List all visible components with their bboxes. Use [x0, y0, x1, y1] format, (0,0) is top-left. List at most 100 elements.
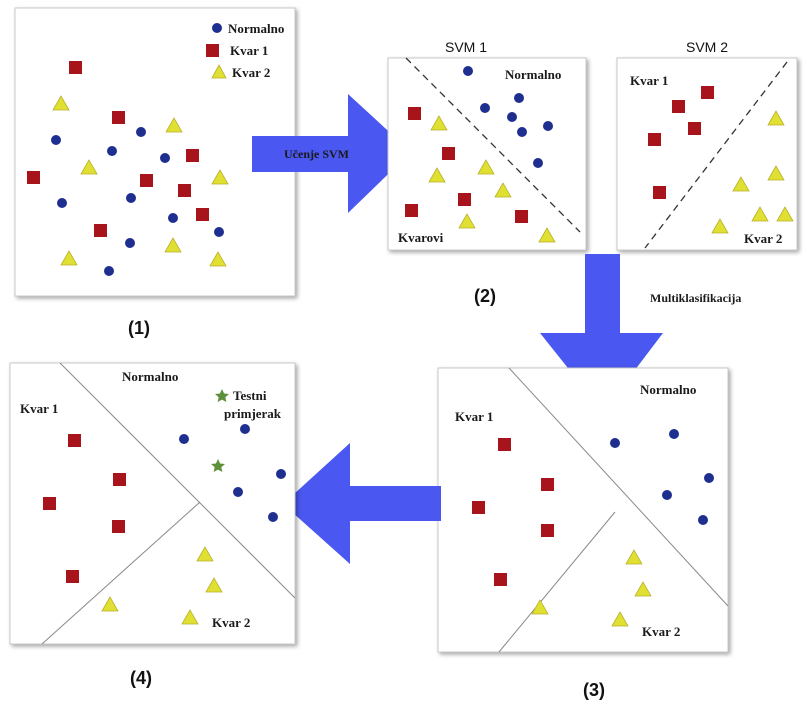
panel-1-frame [14, 7, 296, 297]
square-icon [515, 210, 528, 223]
triangle-icon [60, 250, 78, 266]
square-icon [458, 193, 471, 206]
panel3-normalno: Normalno [640, 382, 696, 397]
step-label-3: (3) [583, 680, 605, 700]
square-icon [672, 100, 685, 113]
circle-icon [704, 473, 714, 483]
circle-icon [268, 512, 278, 522]
panel4-kvar2: Kvar 2 [212, 615, 250, 630]
triangle-icon [430, 115, 448, 131]
step-label-2: (2) [474, 286, 496, 306]
triangle-icon [751, 206, 769, 222]
svm1-normalno: Normalno [505, 67, 561, 82]
square-icon [178, 184, 191, 197]
panel-4-frame [9, 362, 296, 645]
boundary-line [508, 367, 729, 607]
panel-3-frame [437, 367, 729, 653]
circle-icon [514, 93, 524, 103]
square-icon [112, 520, 125, 533]
legend-kvar1: Kvar 1 [230, 43, 268, 58]
circle-icon [126, 193, 136, 203]
circle-icon [125, 238, 135, 248]
triangle-icon [611, 611, 629, 627]
circle-icon [160, 153, 170, 163]
circle-icon [507, 112, 517, 122]
triangle-icon [625, 549, 643, 565]
svm1-title: SVM 1 [445, 39, 487, 55]
triangle-icon [428, 167, 446, 183]
panel-1: Normalno Kvar 1 Kvar 2 [14, 7, 296, 297]
square-icon [405, 204, 418, 217]
svm1-kvarovi: Kvarovi [398, 230, 444, 245]
triangle-icon [101, 596, 119, 612]
boundary-line [41, 501, 201, 645]
square-icon [112, 111, 125, 124]
circle-icon [662, 490, 672, 500]
panel-4: Normalno Kvar 1 Kvar 2 Testni primjerak [9, 362, 296, 645]
circle-icon [214, 227, 224, 237]
svm2-title: SVM 2 [686, 39, 728, 55]
square-icon [408, 107, 421, 120]
panel4-primjerak: primjerak [224, 406, 282, 421]
circle-icon [463, 66, 473, 76]
arrow-1-2: Učenje SVM [252, 94, 411, 213]
square-icon [186, 149, 199, 162]
circle-icon [51, 135, 61, 145]
triangle-icon [538, 227, 556, 243]
circle-icon [240, 424, 250, 434]
circle-icon [610, 438, 620, 448]
triangle-icon [164, 237, 182, 253]
triangle-icon [711, 218, 729, 234]
square-icon [69, 61, 82, 74]
legend-square-icon [206, 44, 219, 57]
svm2-hyperplane [644, 61, 788, 249]
square-icon [648, 133, 661, 146]
circle-icon [233, 487, 243, 497]
triangle-icon [776, 206, 794, 222]
arrow-3-4 [283, 443, 441, 564]
triangle-icon [458, 213, 476, 229]
boundary-line [498, 511, 616, 653]
arrow-icon [252, 94, 411, 213]
svm2-kvar1: Kvar 1 [630, 73, 668, 88]
star-icon [215, 389, 229, 402]
arrow-label-ucenje: Učenje SVM [284, 147, 349, 161]
star-icon [211, 459, 225, 472]
circle-icon [107, 146, 117, 156]
circle-icon [168, 213, 178, 223]
square-icon [113, 473, 126, 486]
circle-icon [533, 158, 543, 168]
circle-icon [517, 127, 527, 137]
panel4-testni: Testni [233, 388, 267, 403]
triangle-icon [732, 176, 750, 192]
triangle-icon [209, 251, 227, 267]
legend-triangle-icon [211, 64, 227, 79]
triangle-icon [80, 159, 98, 175]
triangle-icon [767, 165, 785, 181]
square-icon [94, 224, 107, 237]
square-icon [498, 438, 511, 451]
boundary-line [59, 362, 296, 599]
arrow-icon [283, 443, 441, 564]
step-label-4: (4) [130, 668, 152, 688]
triangle-icon [181, 609, 199, 625]
circle-icon [669, 429, 679, 439]
svm2-kvar2: Kvar 2 [744, 231, 782, 246]
panel4-normalno: Normalno [122, 369, 178, 384]
square-icon [541, 478, 554, 491]
triangle-icon [196, 546, 214, 562]
square-icon [27, 171, 40, 184]
square-icon [43, 497, 56, 510]
circle-icon [179, 434, 189, 444]
panel-2-svm1: Normalno Kvarovi [387, 57, 587, 251]
svm1-hyperplane [405, 57, 581, 233]
arrow-label-multi: Multiklasifikacija [650, 291, 741, 305]
legend-kvar2: Kvar 2 [232, 65, 270, 80]
square-icon [68, 434, 81, 447]
square-icon [701, 86, 714, 99]
triangle-icon [531, 599, 549, 615]
panel-3: Normalno Kvar 1 Kvar 2 [437, 367, 729, 653]
triangle-icon [477, 159, 495, 175]
triangle-icon [211, 169, 229, 185]
